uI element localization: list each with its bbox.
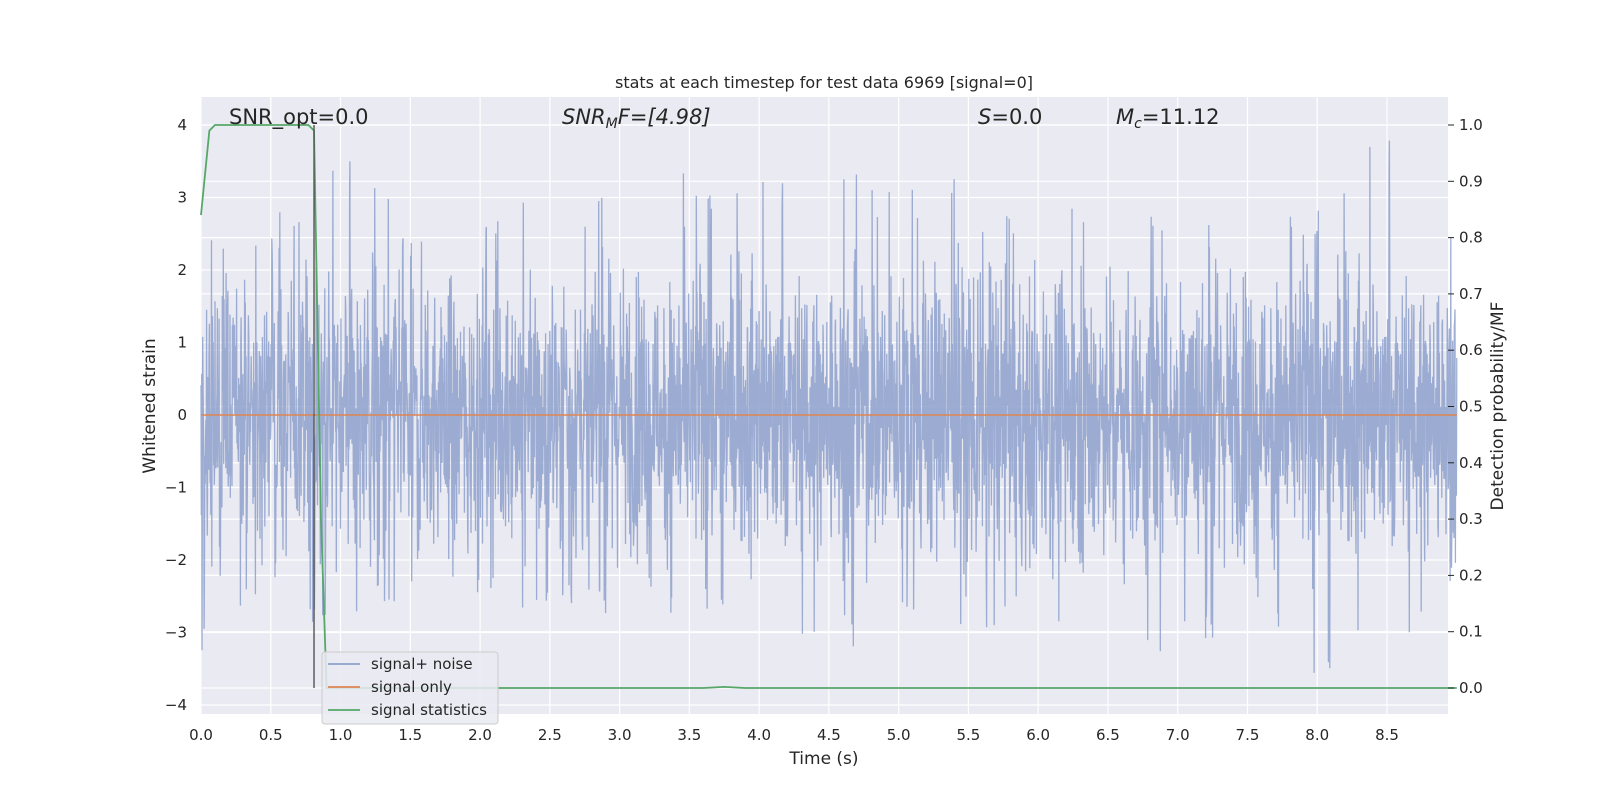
y2-tick-label: 0.8 (1459, 229, 1483, 247)
legend-label-signal-noise: signal+ noise (371, 655, 473, 673)
y2-tick-label: 0.5 (1459, 398, 1483, 416)
y-tick-label: 2 (177, 261, 187, 279)
annotation-snr-mf-rest: F=[4.98] (618, 105, 711, 129)
y-axis-title: Whitened strain (140, 338, 160, 473)
annotation-snr-mf-sub: M (606, 116, 618, 132)
annotation-s-rest: =0.0 (991, 105, 1042, 129)
x-tick-label: 0.5 (259, 726, 283, 744)
x-tick-label: 5.0 (887, 726, 911, 744)
y2-tick-label: 0.1 (1459, 623, 1483, 641)
annotation-snr-mf-base: SNR (562, 105, 606, 129)
y2-tick-label: 0.3 (1459, 510, 1483, 528)
x-tick-label: 2.5 (538, 726, 562, 744)
x-tick-label: 8.5 (1375, 726, 1399, 744)
x-tick-label: 3.5 (677, 726, 701, 744)
x-tick-label: 6.5 (1096, 726, 1120, 744)
x-tick-label: 7.5 (1236, 726, 1260, 744)
legend-label-signal-statistics: signal statistics (371, 701, 487, 719)
y2-tick-label: 0.2 (1459, 566, 1483, 584)
x-tick-label: 8.0 (1305, 726, 1329, 744)
x-tick-label: 4.5 (817, 726, 841, 744)
y-tick-label: −2 (165, 551, 187, 569)
annotation-mc-rest: =11.12 (1142, 105, 1220, 129)
chart-title: stats at each timestep for test data 696… (615, 73, 1033, 92)
legend-label-signal-only: signal only (371, 678, 452, 696)
x-tick-label: 7.0 (1166, 726, 1190, 744)
x-tick-label: 3.0 (608, 726, 632, 744)
y2-tick-label: 0.7 (1459, 285, 1483, 303)
annotation-mc-var: M (1116, 105, 1134, 129)
annotation-s: S=0.0 (978, 105, 1042, 129)
x-tick-label: 4.0 (747, 726, 771, 744)
annotation-snr-mf: SNRMF=[4.98] (562, 105, 711, 132)
x-tick-label: 0.0 (189, 726, 213, 744)
noise-trace (200, 140, 1458, 673)
y-tick-label: 0 (177, 406, 187, 424)
series-signal-noise (200, 140, 1458, 673)
x-axis-title: Time (s) (788, 749, 858, 769)
y2-axis-ticks: 1.0 0.9 0.8 0.7 0.6 0.5 0.4 0.3 0.2 0.1 0.0 (1448, 116, 1483, 697)
y2-tick-label: 0.9 (1459, 172, 1483, 190)
y2-tick-label: 0.4 (1459, 454, 1483, 472)
x-tick-label: 6.0 (1026, 726, 1050, 744)
x-tick-label: 2.0 (468, 726, 492, 744)
y-tick-label: −1 (165, 479, 187, 497)
y-axis-ticks: 4 3 2 1 0 −1 −2 −3 −4 (165, 116, 187, 714)
y2-tick-label: 0.0 (1459, 679, 1483, 697)
y2-tick-label: 1.0 (1459, 116, 1483, 134)
y-tick-label: 1 (177, 334, 187, 352)
y-tick-label: 3 (177, 189, 187, 207)
annotation-s-var: S (978, 105, 991, 129)
y-tick-label: −3 (165, 624, 187, 642)
legend-box (321, 651, 499, 725)
x-axis-ticks: 0.0 0.5 1.0 1.5 2.0 2.5 3.0 3.5 4.0 4.5 5.0 5.5 6.0 6… (189, 726, 1399, 744)
annotation-snr-opt: SNR_opt=0.0 (229, 105, 369, 130)
y2-tick-label: 0.6 (1459, 341, 1483, 359)
x-tick-label: 1.5 (398, 726, 422, 744)
y-tick-label: −4 (165, 696, 187, 714)
y-tick-label: 4 (177, 116, 187, 134)
x-tick-label: 5.5 (956, 726, 980, 744)
legend: signal+ noise signal only signal statist… (321, 651, 499, 725)
annotation-mc: Mc=11.12 (1116, 105, 1220, 132)
y2-axis-title: Detection probability/MF (1488, 302, 1508, 511)
annotation-mc-sub: c (1134, 116, 1142, 132)
x-tick-label: 1.0 (329, 726, 353, 744)
